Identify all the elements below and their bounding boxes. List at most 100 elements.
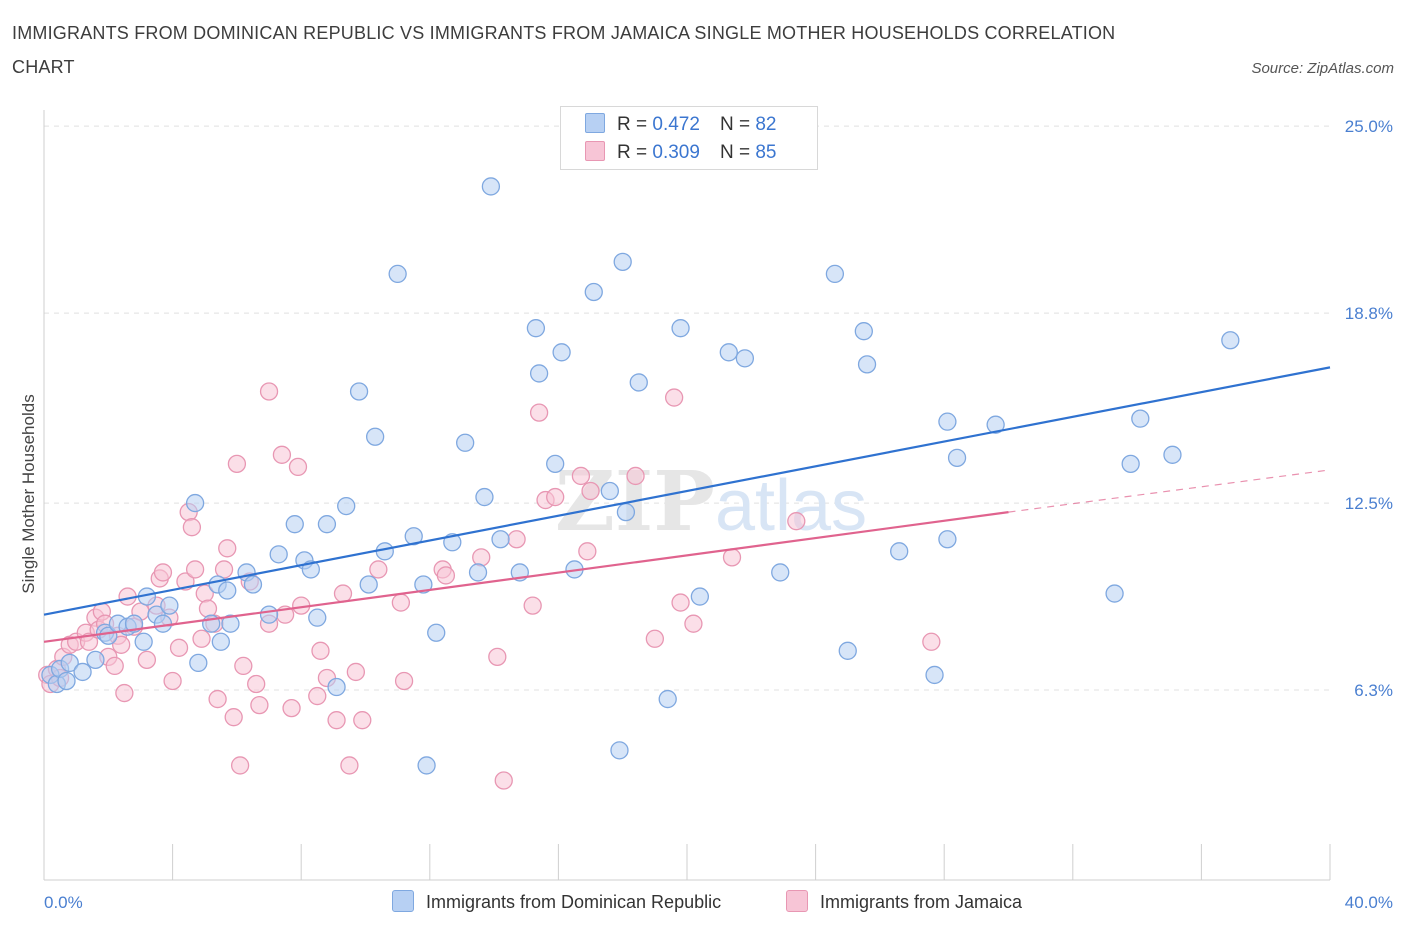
trend-line-jamaica-extension [1008, 469, 1331, 513]
x-tick-label: 0.0% [44, 893, 83, 912]
jamaica-point [311, 641, 330, 660]
dominican-point [1163, 445, 1182, 464]
jamaica-point [230, 756, 250, 775]
jamaica-point [182, 518, 202, 537]
jamaica-point [208, 689, 227, 709]
legend-r-value: 0.472 [652, 114, 700, 135]
jamaica-point [112, 635, 131, 654]
bottom-legend-swatch-dominican [392, 890, 414, 912]
jamaica-point [333, 584, 353, 603]
legend-row-dominican: R = 0.472 N = 82 [585, 113, 776, 139]
y-tick-label: 18.8% [1345, 304, 1393, 323]
dominican-point [526, 319, 546, 338]
dominican-point [491, 530, 510, 549]
jamaica-point [922, 632, 941, 651]
dominican-point [153, 614, 173, 633]
dominican-point [337, 496, 356, 516]
dominican-point [73, 662, 92, 682]
correlation-legend: R = 0.472 N = 82 R = 0.309 N = 85 [560, 106, 818, 170]
jamaica-point [115, 683, 134, 703]
jamaica-point [507, 530, 526, 549]
jamaica-point [722, 548, 742, 567]
jamaica-point [369, 560, 388, 579]
trend-line-dominican [43, 366, 1331, 616]
jamaica-point [664, 388, 684, 407]
jamaica-point [185, 560, 205, 579]
dominican-point [1105, 584, 1124, 603]
dominican-point [359, 575, 378, 594]
legend-r-label: R = [617, 114, 648, 135]
watermark-atlas: atlas [715, 466, 867, 546]
jamaica-point [645, 629, 664, 648]
dominican-point [986, 415, 1005, 434]
legend-n-value: 85 [755, 142, 777, 163]
dominican-point [719, 343, 738, 362]
dominican-point [211, 632, 230, 651]
bottom-legend-jamaica: Immigrants from Jamaica [786, 890, 1022, 913]
series-jamaica-points [38, 382, 941, 790]
y-tick-label: 25.0% [1345, 117, 1393, 136]
jamaica-point [214, 560, 234, 579]
dominican-point [414, 575, 433, 594]
dominican-point [825, 264, 845, 284]
dominican-point [671, 319, 690, 338]
jamaica-point [163, 671, 182, 691]
jamaica-point [247, 674, 266, 694]
dominican-point [417, 756, 436, 775]
jamaica-point [79, 632, 99, 651]
dominican-point [1131, 409, 1150, 428]
dominican-point [365, 427, 385, 446]
jamaica-point [626, 466, 645, 486]
jamaica-point [684, 614, 703, 633]
jamaica-point [546, 487, 565, 507]
dominican-point [600, 481, 619, 501]
jamaica-point [308, 686, 327, 706]
dominican-point [269, 545, 288, 564]
y-axis-label: Single Mother Households [19, 394, 38, 593]
dominican-point [468, 563, 488, 582]
jamaica-point [137, 650, 157, 670]
bottom-legend-label-jamaica: Immigrants from Jamaica [820, 892, 1023, 912]
dominican-point [427, 623, 446, 642]
jamaica-point [494, 771, 513, 790]
jamaica-point [671, 593, 690, 612]
dominican-point [552, 343, 571, 362]
jamaica-point [436, 566, 456, 585]
legend-n-label: N = [719, 142, 751, 163]
dominican-point [404, 527, 423, 546]
legend-r-label: R = [617, 142, 648, 163]
dominican-point [1121, 454, 1140, 474]
jamaica-point [227, 454, 247, 474]
dominican-point [285, 515, 304, 534]
bottom-legend-label-dominican: Immigrants from Dominican Republic [426, 892, 722, 912]
jamaica-point [581, 481, 600, 501]
dominican-point [838, 641, 857, 660]
jamaica-point [571, 466, 591, 486]
dominican-point [629, 373, 648, 392]
jamaica-point [192, 629, 211, 648]
chart-title: IMMIGRANTS FROM DOMINICAN REPUBLIC VS IM… [12, 23, 1116, 77]
legend-row-jamaica: R = 0.309 N = 85 [585, 141, 776, 167]
dominican-point [947, 448, 967, 467]
x-tick-labels: 0.0% 40.0% [44, 893, 1393, 912]
dominican-point [349, 382, 369, 401]
jamaica-point [218, 539, 237, 558]
dominican-point [86, 650, 105, 670]
dominican-point [57, 671, 76, 691]
dominican-point [925, 665, 944, 685]
dominican-point [613, 252, 632, 271]
jamaica-point [153, 563, 173, 582]
jamaica-point [105, 656, 124, 676]
dominican-point [308, 608, 327, 627]
dominican-point [938, 412, 957, 431]
dominican-point [854, 322, 873, 341]
dominican-point [185, 493, 205, 513]
jamaica-point [578, 542, 597, 561]
jamaica-point [340, 756, 359, 775]
y-tick-labels: 6.3% 12.5% 18.8% 25.0% [1345, 117, 1393, 700]
jamaica-point [787, 512, 806, 531]
dominican-point [890, 542, 909, 561]
legend-swatch-dominican [585, 113, 605, 133]
dominican-point [134, 632, 153, 651]
